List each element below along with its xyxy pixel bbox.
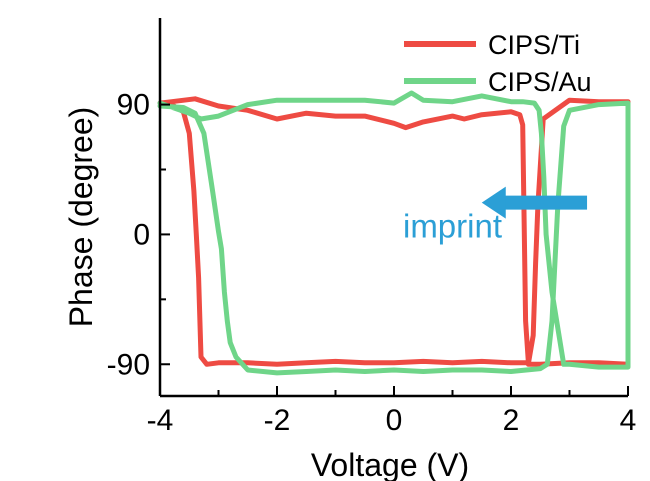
x-axis-title: Voltage (V) bbox=[311, 447, 469, 481]
series-layer bbox=[157, 90, 631, 376]
legend: CIPS/Ti CIPS/Au bbox=[404, 30, 592, 97]
annotation-layer: imprint bbox=[403, 186, 588, 244]
y-tick-label: -90 bbox=[107, 348, 150, 381]
x-tick-label: -4 bbox=[147, 404, 174, 437]
annotation-imprint-label: imprint bbox=[403, 207, 502, 244]
series-line-cips-ti bbox=[157, 96, 631, 367]
series-line-cips-au bbox=[157, 90, 631, 376]
x-tick-label: 2 bbox=[503, 404, 520, 437]
x-tick-label: -2 bbox=[264, 404, 291, 437]
y-tick-label: 0 bbox=[133, 218, 150, 251]
imprint-arrow-head bbox=[481, 186, 506, 219]
y-tick-label: 90 bbox=[117, 89, 150, 122]
legend-label-cips-au: CIPS/Au bbox=[488, 67, 592, 97]
x-tick-label: 0 bbox=[386, 404, 403, 437]
y-axis-title: Phase (degree) bbox=[63, 107, 99, 328]
legend-label-cips-ti: CIPS/Ti bbox=[488, 30, 580, 60]
x-tick-label: 4 bbox=[620, 404, 637, 437]
axes-layer: -4 -2 0 2 4 -90 0 90 bbox=[107, 18, 637, 437]
